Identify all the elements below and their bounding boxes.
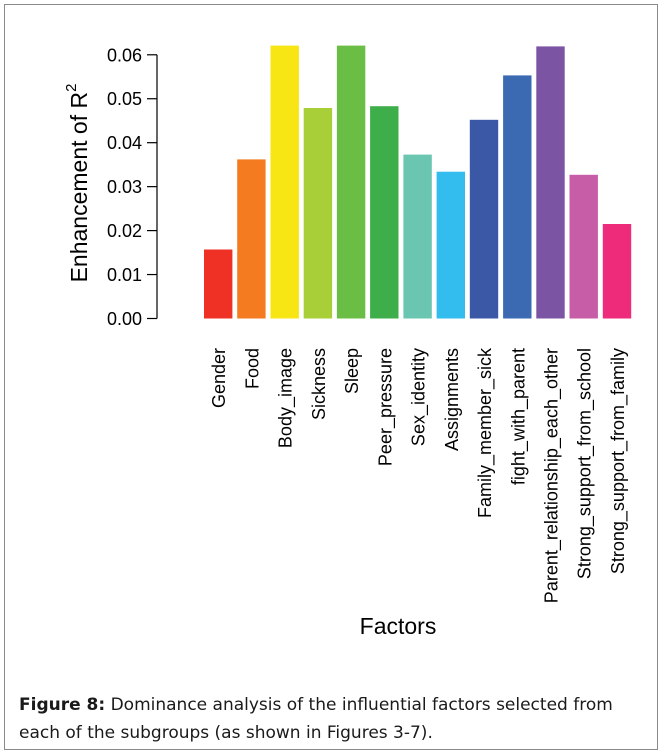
bar-family-member-sick xyxy=(469,119,499,319)
y-tick-label: 0.01 xyxy=(107,265,142,285)
bar-sex-identity xyxy=(403,154,432,319)
bar-peer-pressure xyxy=(370,106,399,319)
y-tick-label: 0.06 xyxy=(107,45,142,65)
x-axis-title: Factors xyxy=(360,613,437,639)
y-axis: 0.00 0.01 0.02 0.03 0.04 0.05 0.06 xyxy=(107,45,158,329)
figure-frame: 0.00 0.01 0.02 0.03 0.04 0.05 0.06 Gender Food B… xyxy=(4,4,658,750)
bar-chart: 0.00 0.01 0.02 0.03 0.04 0.05 0.06 Gender Food B… xyxy=(63,45,632,639)
bar-body-image xyxy=(270,45,299,319)
bar-fight-with-parent xyxy=(503,75,532,319)
caption-label: Figure 8: xyxy=(19,695,106,715)
caption-text: Dominance analysis of the influential fa… xyxy=(19,695,613,743)
y-tick-label: 0.02 xyxy=(107,221,142,241)
bars xyxy=(204,45,632,319)
bar-strong-support-from-family xyxy=(602,224,632,319)
y-tick-label: 0.04 xyxy=(107,133,142,153)
bar-assignments xyxy=(436,171,465,319)
x-tick-label: Sickness xyxy=(309,348,329,420)
x-tick-label: Family_member_sick xyxy=(475,347,496,518)
x-tick-label: Sleep xyxy=(342,348,362,394)
x-tick-label: Peer_pressure xyxy=(375,348,396,466)
x-tick-label: Parent_relationship_each_other xyxy=(542,348,563,603)
bar-sleep xyxy=(336,45,366,319)
y-tick-label: 0.00 xyxy=(107,309,142,329)
x-tick-label: Assignments xyxy=(442,348,462,451)
bar-parent-relationship-each-other xyxy=(536,46,565,319)
figure-caption: Figure 8: Dominance analysis of the infl… xyxy=(19,691,655,747)
x-tick-label: Strong_support_from_family xyxy=(608,348,629,574)
x-tick-label: fight_with_parent xyxy=(508,348,529,485)
x-tick-label: Food xyxy=(242,348,262,389)
x-tick-labels: Gender Food Body_image Sickness Sleep Peer_pr… xyxy=(209,347,629,603)
x-tick-label: Strong_support_from_school xyxy=(575,348,596,579)
bar-strong-support-from-school xyxy=(569,174,598,319)
bar-sickness xyxy=(303,108,333,319)
y-tick-label: 0.03 xyxy=(107,177,142,197)
x-tick-label: Gender xyxy=(209,348,229,408)
x-tick-label: Body_image xyxy=(276,348,297,448)
x-tick-label: Sex_identity xyxy=(409,348,430,446)
bar-food xyxy=(237,159,266,319)
bar-gender xyxy=(204,249,233,319)
y-tick-label: 0.05 xyxy=(107,89,142,109)
y-axis-title: Enhancement of R2 xyxy=(63,84,92,283)
